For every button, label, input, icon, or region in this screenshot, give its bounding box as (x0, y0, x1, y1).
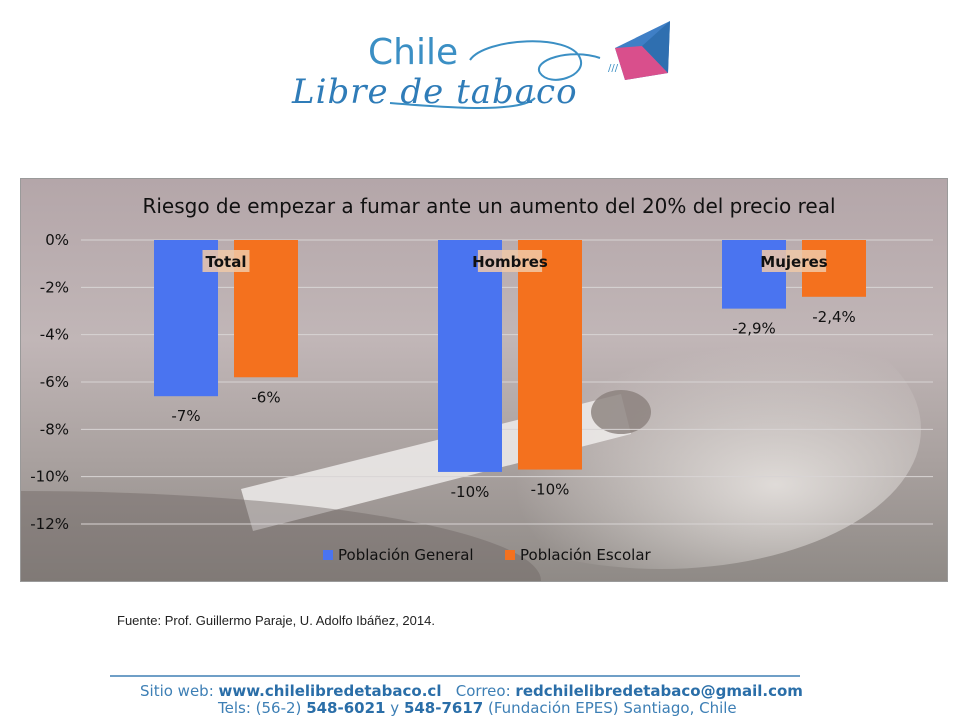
category-labels: Total Hombres Mujeres (202, 250, 828, 272)
y-tick-label: -8% (40, 420, 69, 438)
y-tick-label: -6% (40, 373, 69, 391)
footer-contact: Sitio web: www.chilelibredetabaco.cl Cor… (140, 682, 803, 700)
category-label-bg (761, 250, 827, 272)
bar-hombres-escolar (518, 240, 582, 470)
organization: (Fundación EPES) Santiago, Chile (488, 699, 737, 717)
data-label: -10% (531, 481, 570, 499)
y-tick-label: -2% (40, 278, 69, 296)
legend-swatch (323, 550, 333, 560)
phone-1: 548-6021 (306, 699, 386, 717)
logo-title: Chile (368, 32, 459, 73)
legend-label: Población Escolar (520, 546, 652, 564)
y-tick-label: -10% (30, 468, 69, 486)
legend-label: Población General (338, 546, 474, 564)
logo-subtitle: Libre de tabaco (292, 72, 578, 112)
gridlines (81, 239, 933, 525)
logo: /// Chile Libre de tabaco (270, 18, 690, 118)
data-label: -2,4% (812, 308, 856, 326)
data-label: -10% (451, 483, 490, 501)
category-label: Total (206, 253, 247, 271)
email-link[interactable]: redchilelibredetabaco@gmail.com (515, 682, 803, 700)
phone-joiner: y (390, 699, 400, 717)
category-label-bg (477, 250, 543, 272)
data-label: -7% (171, 407, 200, 425)
category-label: Mujeres (760, 253, 827, 271)
web-label: Sitio web: (140, 682, 214, 700)
phone-2: 548-7617 (403, 699, 484, 717)
legend-swatch (505, 550, 515, 560)
y-axis: 0% -2% -4% -6% -8% -10% -12% (30, 231, 69, 533)
source-note: Fuente: Prof. Guillermo Paraje, U. Adolf… (117, 613, 435, 628)
svg-text:///: /// (608, 63, 619, 74)
kite-icon: /// (389, 21, 670, 109)
bar-chart: 0% -2% -4% -6% -8% -10% -12% Total Hombres Mujer… (21, 194, 933, 581)
tels-label: Tels: (56-2) (218, 699, 302, 717)
y-tick-label: -4% (40, 326, 69, 344)
data-labels: -7% -6% -10% -10% -2,9% -2,4% (171, 308, 855, 501)
data-label: -2,9% (732, 320, 776, 338)
category-label-bg (202, 250, 250, 272)
y-tick-label: 0% (45, 231, 69, 249)
mail-label: Correo: (455, 682, 511, 700)
chart-title: Riesgo de empezar a fumar ante un aument… (142, 194, 835, 218)
footer-phones: Tels: (56-2) 548-6021 y 548-7617 (Fundac… (218, 699, 737, 717)
bar-hombres-general (438, 240, 502, 472)
chart-panel: 0% -2% -4% -6% -8% -10% -12% Total Hombres Mujer… (20, 178, 948, 582)
category-label: Hombres (472, 253, 548, 271)
legend: Población General Población Escolar (323, 546, 652, 564)
y-tick-label: -12% (30, 515, 69, 533)
footer-divider (110, 675, 800, 677)
data-label: -6% (251, 388, 280, 406)
website-link[interactable]: www.chilelibredetabaco.cl (218, 682, 442, 700)
